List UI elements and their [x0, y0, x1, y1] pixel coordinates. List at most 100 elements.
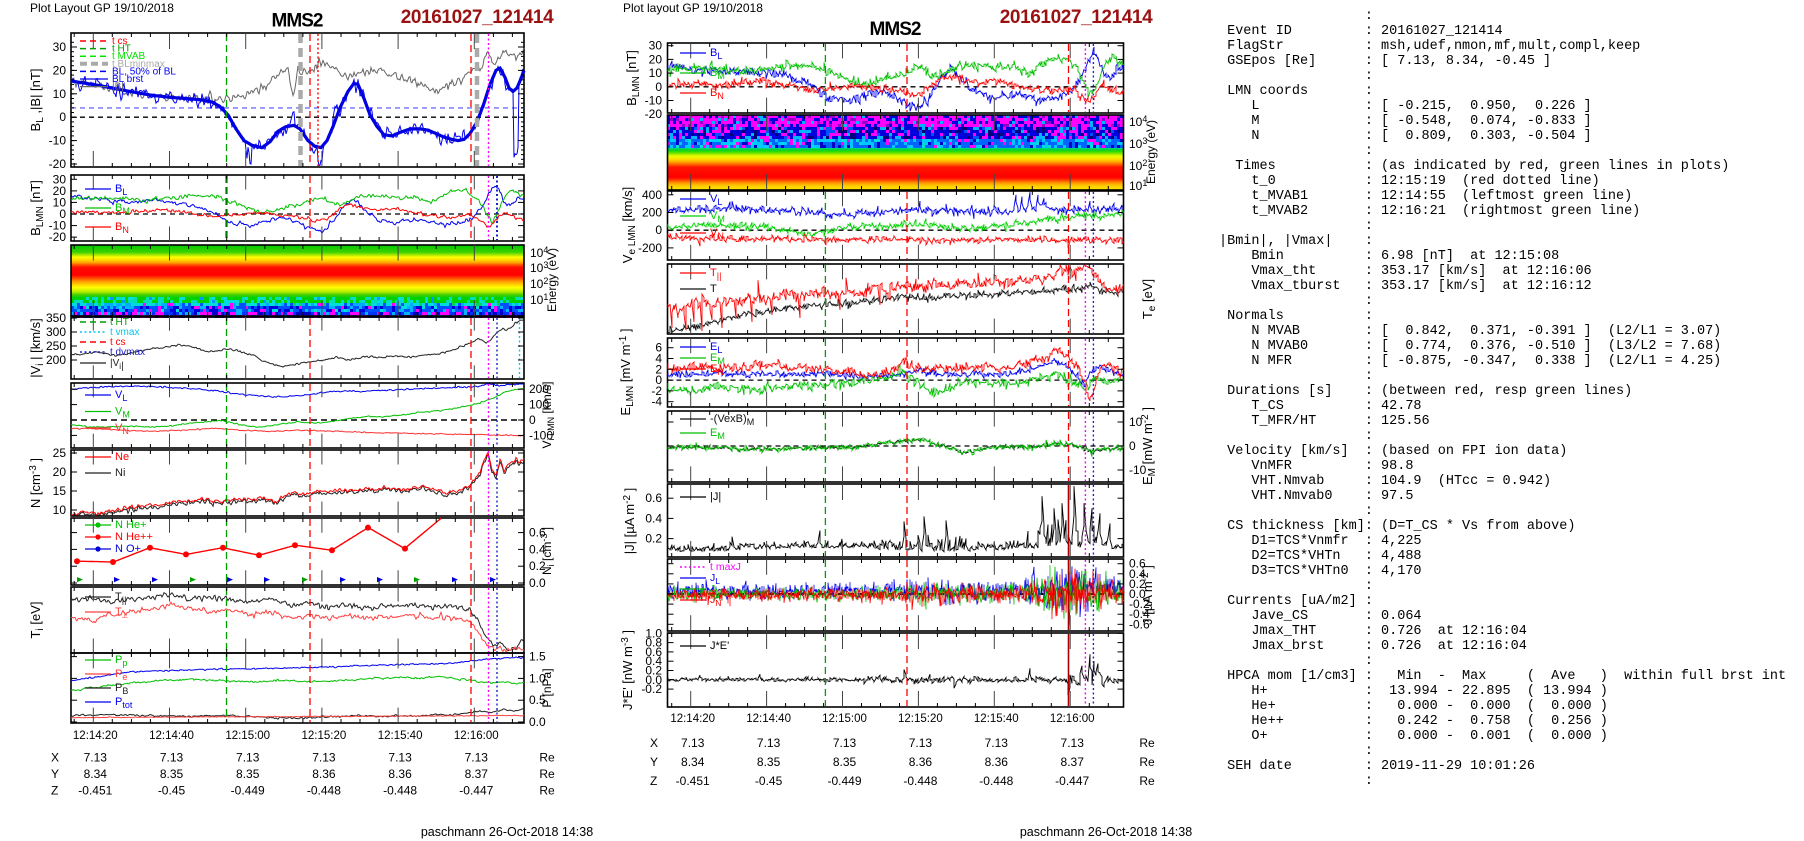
svg-text:t cs: t cs: [110, 337, 126, 348]
svg-text:Re: Re: [1139, 755, 1155, 769]
svg-text:VL: VL: [710, 193, 722, 207]
svg-text:8.37: 8.37: [1061, 755, 1085, 769]
svg-text:-0.6: -0.6: [1129, 617, 1150, 631]
svg-text:200: 200: [46, 353, 66, 367]
svg-text:-0.45: -0.45: [158, 784, 186, 798]
svg-text:4: 4: [655, 352, 662, 366]
svg-text:N O+: N O+: [115, 543, 141, 555]
svg-text:BN: BN: [115, 221, 129, 235]
svg-text:Energy (eV): Energy (eV): [545, 248, 559, 312]
svg-text:J*E': J*E': [710, 640, 729, 652]
svg-text:12:15:40: 12:15:40: [974, 713, 1019, 725]
svg-text:7.13: 7.13: [312, 751, 336, 765]
svg-text:-(VexB)M: -(VexB)M: [710, 413, 754, 427]
svg-text:7.13: 7.13: [236, 751, 260, 765]
svg-text:|Vi | [km/s]: |Vi | [km/s]: [28, 318, 46, 378]
svg-text:20: 20: [649, 52, 663, 66]
svg-text:20: 20: [53, 184, 67, 198]
svg-text:0: 0: [655, 80, 662, 94]
svg-text:-0.449: -0.449: [231, 784, 265, 798]
svg-text:12:15:40: 12:15:40: [378, 730, 423, 742]
svg-text:N He++: N He++: [115, 531, 153, 543]
svg-text:EM: EM: [710, 427, 725, 441]
svg-text:|J| [µA m-2 ]: |J| [µA m-2 ]: [622, 488, 637, 555]
svg-text:0.5: 0.5: [529, 693, 546, 707]
svg-text:-0.45: -0.45: [755, 774, 783, 788]
svg-text:BL ,|B| [nT]: BL ,|B| [nT]: [28, 69, 46, 132]
svg-text:BLMN [nT]: BLMN [nT]: [28, 180, 46, 236]
svg-text:paschmann 26-Oct-2018 14:38: paschmann 26-Oct-2018 14:38: [421, 825, 593, 839]
svg-text:0: 0: [655, 223, 662, 237]
svg-text:10: 10: [649, 66, 663, 80]
svg-text:7.13: 7.13: [465, 751, 489, 765]
svg-text:P [nPa]: P [nPa]: [540, 668, 554, 707]
svg-text:0.4: 0.4: [1129, 567, 1146, 581]
svg-text:20161027_121414: 20161027_121414: [401, 7, 554, 28]
svg-text:0.6: 0.6: [529, 526, 546, 540]
svg-text:Z: Z: [51, 784, 58, 798]
svg-text:0.4: 0.4: [645, 654, 662, 668]
svg-text:N [cm-3 ]: N [cm-3 ]: [28, 458, 43, 508]
svg-text:T||: T||: [710, 267, 721, 281]
svg-text:Ne: Ne: [115, 451, 129, 463]
svg-text:0.2: 0.2: [645, 664, 662, 678]
svg-text:BN: BN: [710, 87, 724, 101]
svg-text:10: 10: [1129, 415, 1143, 429]
svg-text:8.37: 8.37: [465, 767, 489, 781]
svg-text:10: 10: [53, 503, 67, 517]
svg-text:-2: -2: [651, 384, 662, 398]
svg-text:t HT: t HT: [112, 44, 131, 55]
svg-text:Ni [cm-3 ]: Ni [cm-3 ]: [539, 527, 556, 575]
svg-text:12:16:00: 12:16:00: [454, 730, 499, 742]
svg-text:EN: EN: [710, 363, 724, 377]
svg-text:20: 20: [53, 63, 67, 77]
svg-text:7.13: 7.13: [84, 751, 108, 765]
svg-text:t maxJ: t maxJ: [710, 561, 741, 573]
svg-text:Te [eV]: Te [eV]: [1140, 279, 1158, 319]
svg-text:Plot Layout GP 19/10/2018: Plot Layout GP 19/10/2018: [30, 1, 174, 15]
svg-text:1.0: 1.0: [645, 626, 662, 640]
svg-text:0.0: 0.0: [529, 576, 546, 590]
svg-text:0: 0: [1129, 439, 1136, 453]
svg-text:8.35: 8.35: [757, 755, 781, 769]
svg-text:t HT: t HT: [110, 317, 129, 328]
svg-text:Re: Re: [539, 784, 555, 798]
svg-text:8.34: 8.34: [681, 755, 705, 769]
svg-text:-0.4: -0.4: [1129, 607, 1150, 621]
svg-text:-4: -4: [651, 395, 662, 409]
svg-text:t BLminmax: t BLminmax: [112, 59, 165, 70]
svg-text:200: 200: [529, 382, 549, 396]
svg-text:20: 20: [53, 465, 67, 479]
svg-text:0.0: 0.0: [529, 715, 546, 729]
svg-text:8.35: 8.35: [160, 767, 184, 781]
svg-text:VN: VN: [710, 227, 724, 241]
svg-text:30: 30: [53, 40, 67, 54]
svg-text:Re: Re: [539, 751, 555, 765]
svg-text:7.13: 7.13: [388, 751, 412, 765]
svg-text:-100: -100: [529, 428, 553, 442]
svg-text:BLMN [nT]: BLMN [nT]: [624, 50, 642, 106]
svg-text:VN: VN: [115, 422, 129, 436]
svg-text:10: 10: [53, 195, 67, 209]
svg-text:12:15:00: 12:15:00: [225, 730, 270, 742]
svg-text:-0.449: -0.449: [827, 774, 861, 788]
svg-text:12:14:20: 12:14:20: [670, 713, 715, 725]
svg-text:-10: -10: [49, 219, 67, 233]
svg-text:X: X: [51, 751, 59, 765]
svg-text:7.13: 7.13: [757, 736, 781, 750]
svg-text:T⟂: T⟂: [115, 606, 128, 620]
svg-text:7.13: 7.13: [160, 751, 184, 765]
svg-text:-0.2: -0.2: [641, 682, 662, 696]
svg-text:100: 100: [529, 398, 549, 412]
svg-text:VM: VM: [710, 210, 725, 224]
svg-text:10: 10: [53, 87, 67, 101]
svg-text:0: 0: [59, 110, 66, 124]
svg-text:-0.448: -0.448: [903, 774, 937, 788]
svg-text:Y: Y: [650, 755, 658, 769]
svg-text:t dvmax: t dvmax: [110, 347, 145, 358]
svg-text:EM [mW m-2 ]: EM [mW m-2 ]: [1140, 407, 1158, 485]
svg-text:-0.448: -0.448: [307, 784, 341, 798]
svg-text:Vi LMN [km/s]: Vi LMN [km/s]: [540, 382, 556, 449]
svg-text:BM: BM: [710, 67, 725, 81]
svg-text:350: 350: [46, 311, 66, 325]
